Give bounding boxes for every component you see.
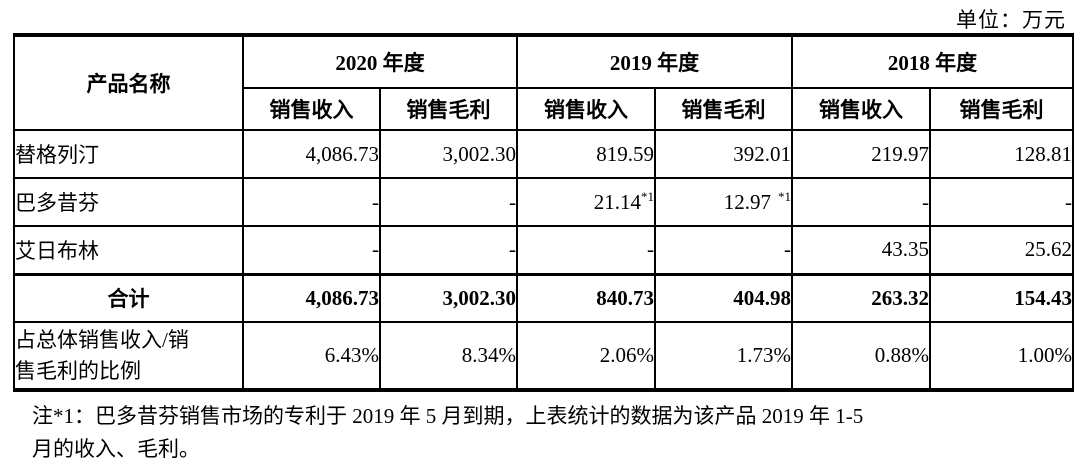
footnote-marker: *1 <box>778 188 791 204</box>
cell-2020-profit: 3,002.30 <box>379 272 518 323</box>
cell-2019-profit: 1.73% <box>654 321 793 391</box>
footnote-line2: 月的收入、毛利。 <box>32 437 200 461</box>
sales-table: 产品名称 2020 年度 2019 年度 2018 年度 销售收入 销售毛利 销… <box>13 33 1074 392</box>
row-ratio: 占总体销售收入/销 售毛利的比例 6.43% 8.34% 2.06% 1.73%… <box>13 321 1074 391</box>
cell-2019-revenue: 840.73 <box>516 272 656 323</box>
cell-2020-profit: 3,002.30 <box>379 129 518 179</box>
header-row-years: 产品名称 2020 年度 2019 年度 2018 年度 <box>13 34 1074 131</box>
product-name-cell: 巴多昔芬 <box>13 177 244 227</box>
header-row-metrics: 销售收入 销售毛利 销售收入 销售毛利 销售收入 销售毛利 <box>14 87 1074 131</box>
row-product-3: 艾日布林 - - - - 43.35 25.62 <box>13 225 1074 275</box>
cell-2018-profit: 154.43 <box>929 272 1074 323</box>
cell-2018-profit: 128.81 <box>929 129 1074 179</box>
product-name-cell: 艾日布林 <box>13 225 244 275</box>
cell-2018-revenue: 0.88% <box>791 321 931 391</box>
cell-2020-revenue: 4,086.73 <box>242 129 381 179</box>
cell-value: 21.14 <box>593 189 641 214</box>
row-total: 合计 4,086.73 3,002.30 840.73 404.98 263.3… <box>13 272 1074 323</box>
ratio-label-line2: 售毛利的比例 <box>15 358 141 383</box>
unit-label: 单位：万元 <box>956 8 1066 32</box>
year-header-2020: 2020 年度 <box>242 34 518 89</box>
revenue-header-2020: 销售收入 <box>242 87 381 131</box>
cell-2020-profit: - <box>379 225 518 275</box>
product-name-header: 产品名称 <box>13 34 244 131</box>
cell-2019-revenue: 819.59 <box>516 129 656 179</box>
cell-2020-revenue: - <box>242 177 381 227</box>
product-name-cell: 替格列汀 <box>13 129 244 179</box>
table-body: 替格列汀 4,086.73 3,002.30 819.59 392.01 219… <box>13 129 1074 391</box>
year-header-2019: 2019 年度 <box>516 34 793 89</box>
row-product-2: 巴多昔芬 - - 21.14*1 12.97 *1 - - <box>13 177 1074 227</box>
profit-header-2020: 销售毛利 <box>379 87 518 131</box>
cell-2019-revenue: 2.06% <box>516 321 656 391</box>
total-label-cell: 合计 <box>13 272 244 323</box>
profit-header-2019: 销售毛利 <box>654 87 793 131</box>
footnote: 注*1：巴多昔芬销售市场的专利于 2019 年 5 月到期，上表统计的数据为该产… <box>32 400 863 466</box>
cell-2018-profit: 25.62 <box>929 225 1074 275</box>
cell-2020-revenue: 6.43% <box>242 321 381 391</box>
cell-2018-revenue: - <box>791 177 931 227</box>
cell-2020-revenue: 4,086.73 <box>242 272 381 323</box>
cell-2018-revenue: 43.35 <box>791 225 931 275</box>
year-header-2018: 2018 年度 <box>791 34 1074 89</box>
cell-2019-profit: 12.97 *1 <box>654 177 793 227</box>
cell-2019-profit: 392.01 <box>654 129 793 179</box>
cell-2019-profit: - <box>654 225 793 275</box>
ratio-label-line1: 占总体销售收入/销 <box>15 327 189 352</box>
footnote-marker: *1 <box>641 188 654 204</box>
cell-value: 12.97 <box>723 189 771 214</box>
cell-2020-profit: 8.34% <box>379 321 518 391</box>
table-header: 产品名称 2020 年度 2019 年度 2018 年度 销售收入 销售毛利 销… <box>13 34 1074 131</box>
cell-2019-revenue: - <box>516 225 656 275</box>
cell-2018-profit: 1.00% <box>929 321 1074 391</box>
cell-2020-profit: - <box>379 177 518 227</box>
revenue-header-2018: 销售收入 <box>791 87 931 131</box>
profit-header-2018: 销售毛利 <box>929 87 1074 131</box>
cell-2018-revenue: 263.32 <box>791 272 931 323</box>
cell-2019-profit: 404.98 <box>654 272 793 323</box>
ratio-label-cell: 占总体销售收入/销 售毛利的比例 <box>13 321 244 391</box>
cell-2018-revenue: 219.97 <box>791 129 931 179</box>
cell-2020-revenue: - <box>242 225 381 275</box>
cell-2018-profit: - <box>929 177 1074 227</box>
footnote-line1: 注*1：巴多昔芬销售市场的专利于 2019 年 5 月到期，上表统计的数据为该产… <box>32 404 864 428</box>
revenue-header-2019: 销售收入 <box>516 87 656 131</box>
row-product-1: 替格列汀 4,086.73 3,002.30 819.59 392.01 219… <box>13 129 1074 179</box>
cell-2019-revenue: 21.14*1 <box>516 177 656 227</box>
